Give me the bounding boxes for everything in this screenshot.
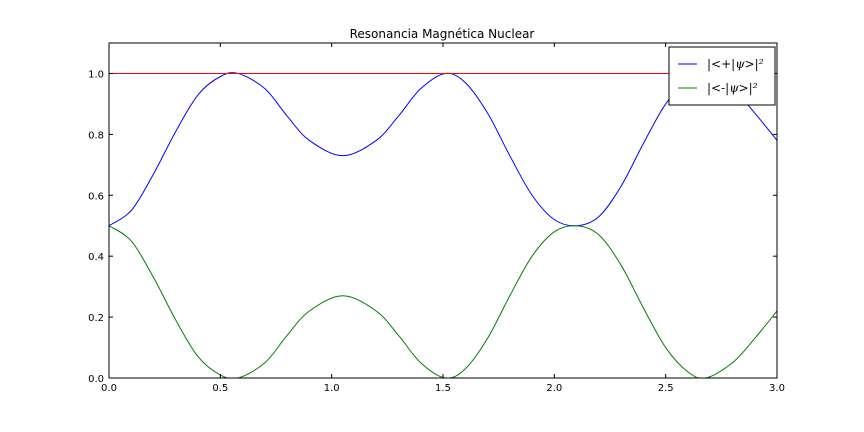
legend-box (668, 46, 776, 106)
x-tick-label: 3.0 (769, 383, 785, 394)
y-tick-label: 0.4 (88, 252, 104, 263)
x-tick-label: 1.5 (435, 383, 451, 394)
y-tick-label: 0.8 (88, 130, 104, 141)
x-tick-label: 2.5 (658, 383, 674, 394)
x-tick-label: 0.5 (212, 383, 228, 394)
x-tick-label: 1.0 (324, 383, 340, 394)
y-tick-label: 0.6 (88, 191, 104, 202)
y-tick-label: 0.2 (88, 313, 104, 324)
plot-area: 0.0 0.5 1.0 1.5 2.0 2.5 3.0 0.0 0.2 0.4 0.6 0.8 1.0 (88, 42, 785, 394)
legend: |<+|ψ>|² |<-|ψ>|² (668, 46, 776, 106)
legend-label-0: |<+|ψ>|² (707, 57, 764, 71)
series-line-0 (109, 72, 777, 227)
x-tick-label: 0.0 (101, 383, 117, 394)
y-tick-label: 1.0 (88, 69, 104, 80)
y-tick-label: 0.0 (88, 374, 104, 385)
series-group (109, 72, 777, 378)
chart-title: Resonancia Magnética Nuclear (350, 27, 535, 41)
x-tick-label: 2.0 (546, 383, 562, 394)
legend-label-1: |<-|ψ>|² (707, 81, 758, 95)
series-line-1 (109, 225, 777, 378)
